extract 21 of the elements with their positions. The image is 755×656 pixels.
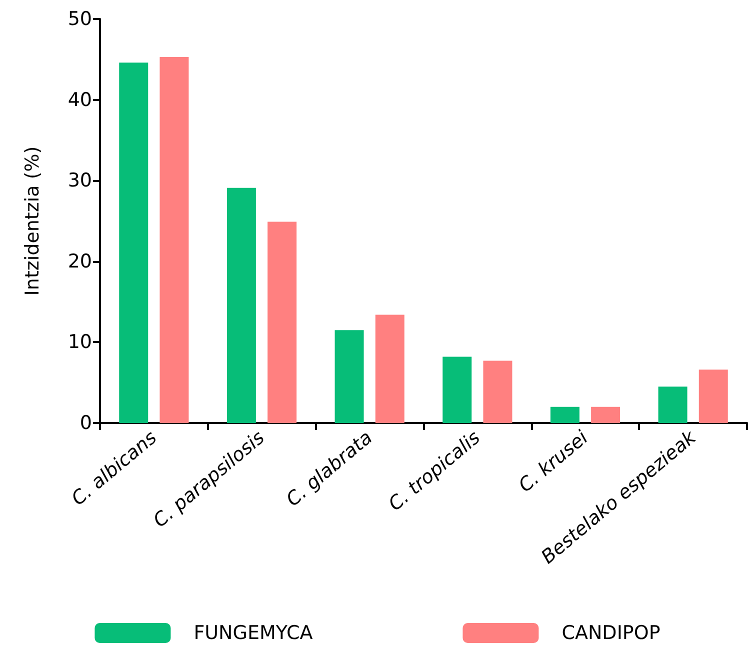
legend-label: CANDIPOP (562, 622, 660, 644)
bar (442, 356, 472, 423)
legend-label: FUNGEMYCA (194, 622, 313, 644)
y-tick-label: 20 (68, 250, 92, 272)
bar (591, 406, 620, 423)
bar (483, 360, 512, 423)
bar (658, 386, 688, 423)
bar (119, 62, 148, 423)
y-tick-label: 30 (68, 170, 92, 192)
y-tick-label: 10 (68, 331, 92, 354)
bar (268, 222, 297, 423)
bar (160, 56, 189, 423)
y-tick-label: 0 (80, 412, 92, 434)
y-tick-label: 50 (68, 8, 92, 30)
bar (550, 406, 580, 423)
y-axis-title: Intzidentzia (%) (22, 146, 44, 296)
bar (226, 188, 256, 423)
bar (375, 314, 404, 423)
y-tick-label: 40 (68, 88, 92, 111)
bar (698, 370, 728, 423)
bar (334, 330, 364, 423)
